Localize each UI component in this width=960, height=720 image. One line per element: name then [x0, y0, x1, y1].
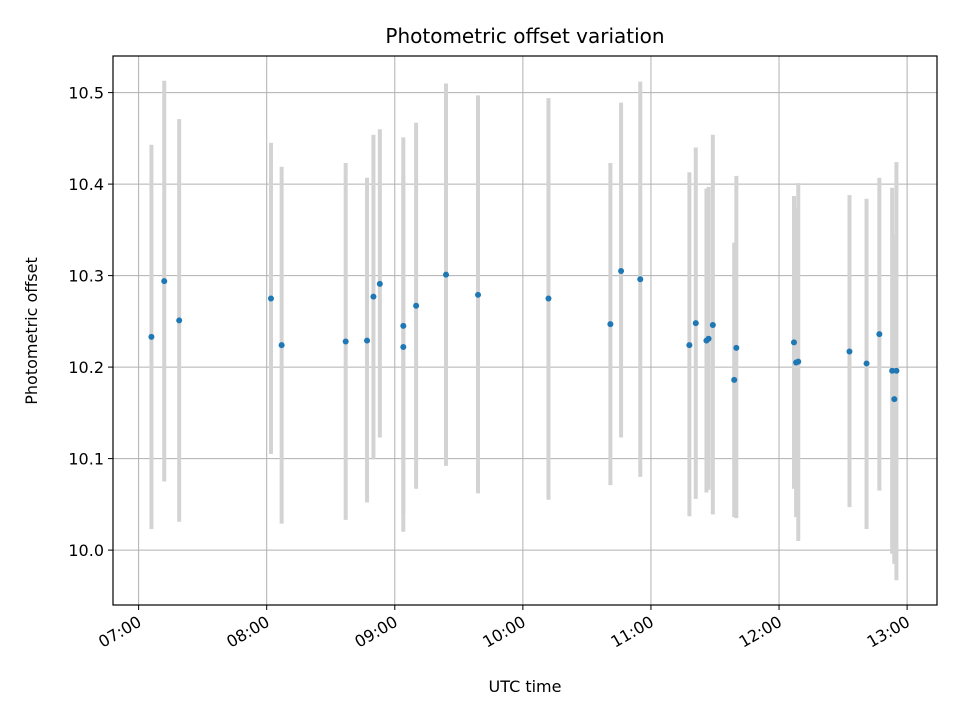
- data-point: [475, 291, 482, 298]
- data-point: [733, 344, 740, 351]
- y-tick-label: 10.0: [68, 541, 104, 560]
- data-point: [370, 293, 377, 300]
- y-tick-label: 10.1: [68, 450, 104, 469]
- y-tick-label: 10.3: [68, 267, 104, 286]
- data-point: [413, 302, 420, 309]
- data-point: [731, 376, 738, 383]
- data-point: [692, 320, 699, 327]
- chart-title: Photometric offset variation: [385, 24, 664, 48]
- y-tick-label: 10.4: [68, 175, 104, 194]
- data-point: [545, 295, 552, 302]
- y-tick-label: 10.5: [68, 84, 104, 103]
- data-point: [148, 333, 155, 340]
- data-point: [637, 276, 644, 283]
- data-point: [889, 367, 896, 374]
- data-point: [709, 322, 716, 329]
- data-point: [795, 358, 802, 365]
- data-point: [364, 337, 371, 344]
- data-point: [705, 335, 712, 342]
- y-axis-title: Photometric offset: [22, 257, 41, 405]
- data-point: [618, 268, 625, 275]
- data-point: [891, 396, 898, 403]
- data-point: [376, 280, 383, 287]
- data-point: [790, 339, 797, 346]
- data-point: [876, 331, 883, 338]
- data-point: [607, 321, 614, 328]
- y-tick-label: 10.2: [68, 358, 104, 377]
- data-point: [893, 367, 900, 374]
- data-point: [400, 322, 407, 329]
- data-point: [686, 342, 693, 349]
- data-point: [278, 342, 285, 349]
- data-point: [846, 348, 853, 355]
- data-point: [342, 338, 349, 345]
- plot-area-frame: [112, 55, 938, 606]
- x-axis-title: UTC time: [489, 677, 562, 696]
- data-point: [863, 360, 870, 367]
- data-point: [443, 271, 450, 278]
- data-points: [148, 268, 900, 403]
- data-point: [400, 343, 407, 350]
- y-axis: 10.0 10.1 10.2 10.3 10.4 10.5: [68, 84, 113, 560]
- data-point: [161, 278, 168, 285]
- data-point: [267, 295, 274, 302]
- data-point: [176, 317, 183, 324]
